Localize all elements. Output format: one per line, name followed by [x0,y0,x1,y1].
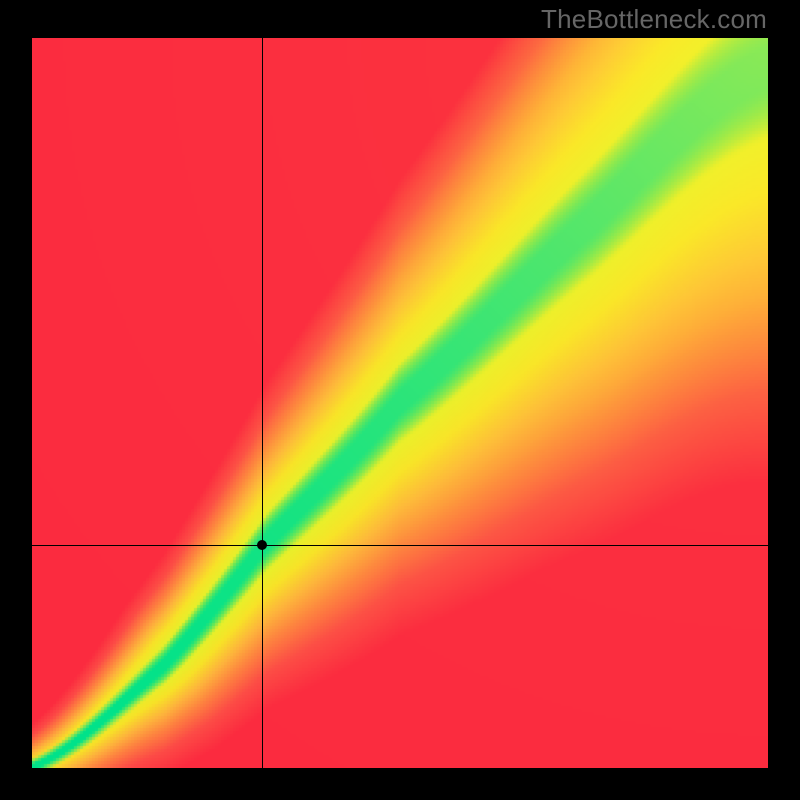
crosshair-vertical [262,38,263,768]
crosshair-horizontal [32,545,768,546]
heatmap-plot-area [32,38,768,768]
crosshair-marker [257,540,267,550]
watermark-text: TheBottleneck.com [541,4,767,35]
heatmap-canvas [32,38,768,768]
